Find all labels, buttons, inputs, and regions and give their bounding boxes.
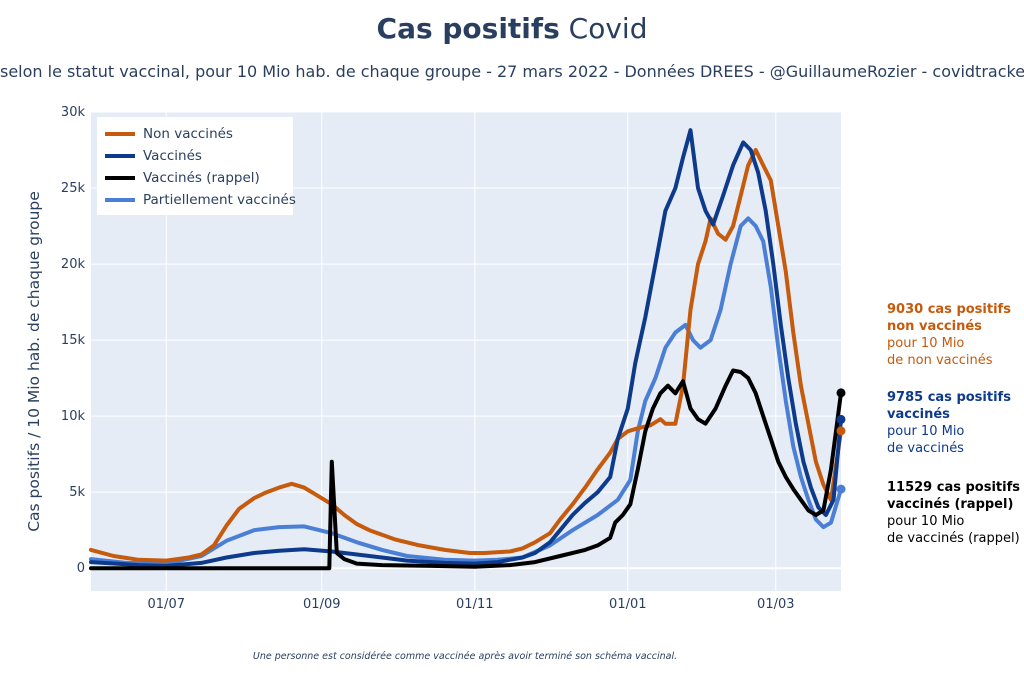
end-annotation: 11529 cas positifs vaccinés (rappel) pour … [887,479,1020,547]
footnote: Une personne est considérée comme vaccin… [252,651,678,662]
series-line [89,128,843,568]
annotation-line: de non vaccinés [887,353,993,368]
legend-swatch [105,132,135,136]
legend-item[interactable]: Non vaccinés [105,124,233,144]
end-annotation: 9785 cas positifs vaccinés pour 10 Mio de v… [887,389,1011,457]
y-tick-label: 25k [61,181,86,196]
y-axis-label: Cas positifs / 10 Mio hab. de chaque gro… [25,191,43,532]
legend-swatch [105,176,135,180]
y-tick-label: 5k [69,485,85,500]
annotation-line: 9785 cas positifs [887,390,1011,405]
legend-item[interactable]: Vaccinés [105,146,202,166]
annotation-line: pour 10 Mio [887,514,965,529]
chart-title-rest: Covid [568,12,648,45]
series-line [89,368,843,571]
series-end-marker [836,388,846,398]
series-line [89,216,843,566]
chart-subtitle: selon le statut vaccinal, pour 10 Mio ha… [0,62,1024,81]
annotation-line: de vaccinés [887,441,964,456]
y-tick-label: 30k [61,105,86,120]
x-tick-label: 01/07 [148,597,185,612]
legend[interactable]: Non vaccinés Vaccinés Vaccinés (rappel) Par… [97,117,296,215]
annotation-line: 11529 cas positifs [887,480,1020,495]
series-lines [89,128,846,571]
series-end-marker [836,484,846,494]
end-annotation: 9030 cas positifs non vaccinés pour 10 Mio… [887,301,1011,369]
y-tick-label: 10k [61,409,86,424]
legend-label: Vaccinés [143,148,202,164]
legend-swatch [105,154,135,158]
legend-item[interactable]: Partiellement vaccinés [105,190,296,210]
y-tick-label: 15k [61,333,86,348]
x-tick-label: 01/11 [456,597,493,612]
annotation-line: pour 10 Mio [887,424,965,439]
y-tick-label: 0 [77,561,85,576]
chart-title-bold: Cas positifs [376,12,560,45]
legend-label: Vaccinés (rappel) [143,170,260,186]
legend-item[interactable]: Vaccinés (rappel) [105,168,260,188]
series-end-marker [836,426,846,436]
legend-label: Partiellement vaccinés [143,192,296,208]
legend-label: Non vaccinés [143,126,233,142]
axes: 0 5k 10k 15k 20k 25k 30k 01/07 01/09 01/11 01/01 01… [61,105,795,612]
x-tick-label: 01/01 [609,597,646,612]
annotation-line: vaccinés (rappel) [887,497,1014,512]
annotation-line: 9030 cas positifs [887,302,1011,317]
series-line [89,148,843,563]
y-tick-label: 20k [61,257,86,272]
chart-title: Cas positifs Covid [0,12,1024,45]
series-end-marker [836,414,846,424]
annotation-line: pour 10 Mio [887,336,965,351]
x-tick-label: 01/03 [757,597,794,612]
annotation-line: de vaccinés (rappel) [887,531,1020,546]
annotation-line: non vaccinés [887,319,982,334]
annotation-line: vaccinés [887,407,950,422]
legend-swatch [105,198,135,202]
x-tick-label: 01/09 [303,597,340,612]
